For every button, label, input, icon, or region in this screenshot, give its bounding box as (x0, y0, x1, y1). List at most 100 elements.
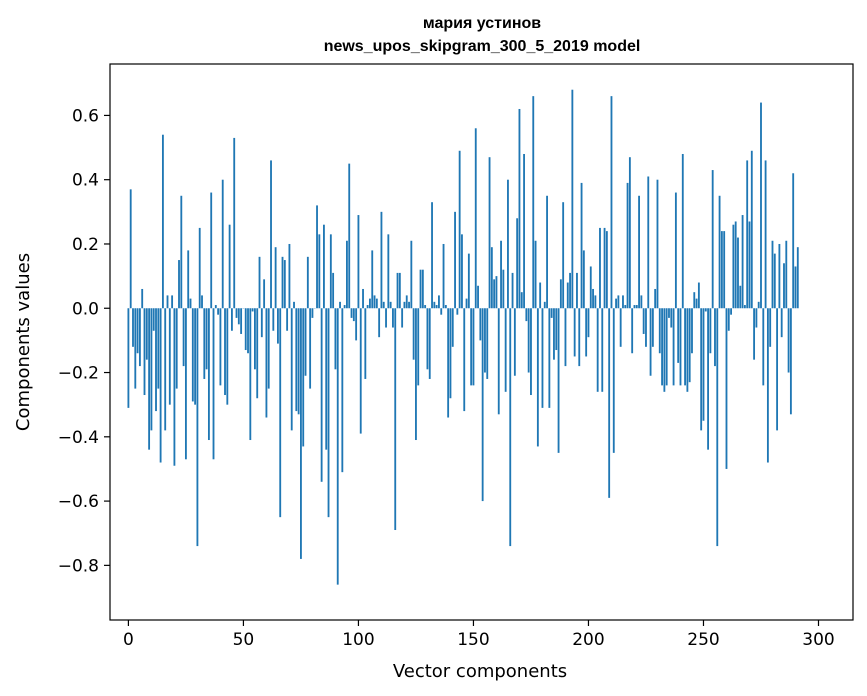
y-tick-label: −0.8 (58, 556, 99, 576)
bar-component-241 (681, 153, 684, 309)
bar-component-117 (396, 272, 399, 309)
bar-component-12 (155, 308, 157, 412)
bar-component-140 (449, 308, 452, 399)
bar-component-51 (244, 308, 247, 351)
bar-component-124 (412, 308, 415, 360)
bar-component-214 (619, 308, 622, 347)
bar-component-200 (587, 308, 590, 338)
bar-component-42 (224, 308, 226, 396)
bar-component-202 (592, 288, 594, 309)
bar-component-10 (150, 308, 153, 431)
bar-component-61 (267, 308, 270, 389)
bar-component-72 (293, 301, 295, 309)
bar-component-197 (580, 182, 583, 309)
bar-component-128 (421, 269, 424, 309)
bar-component-34 (205, 308, 208, 370)
bar-component-204 (596, 308, 599, 392)
y-tick-label: 0.0 (72, 299, 99, 319)
bar-component-75 (300, 308, 302, 559)
y-tick-label: 0.2 (72, 235, 99, 255)
bar-component-278 (766, 308, 769, 463)
bar-component-95 (346, 240, 348, 309)
bar-component-129 (424, 305, 427, 309)
bar-component-281 (773, 253, 776, 309)
bar-component-47 (235, 308, 238, 318)
bar-component-155 (484, 308, 486, 373)
bar-component-32 (201, 295, 203, 309)
y-tick-label: −0.2 (58, 364, 99, 384)
x-tick-label: 100 (342, 630, 374, 650)
bar-component-279 (769, 308, 772, 347)
bar-component-221 (635, 305, 638, 309)
bar-component-105 (369, 298, 371, 309)
bar-component-67 (281, 256, 284, 309)
bar-component-225 (645, 308, 647, 347)
bar-component-52 (247, 308, 249, 354)
x-tick-label: 0 (123, 630, 134, 650)
bar-component-8 (145, 308, 148, 360)
bar-component-74 (297, 308, 300, 415)
bar-component-149 (470, 308, 473, 386)
bar-component-134 (435, 305, 438, 309)
bar-component-144 (458, 150, 461, 309)
bar-component-103 (364, 308, 367, 379)
bar-component-64 (274, 247, 277, 309)
bar-component-245 (691, 308, 693, 354)
bar-component-150 (472, 308, 475, 386)
bar-component-191 (566, 282, 569, 309)
bar-component-282 (776, 308, 779, 431)
bar-component-261 (727, 308, 730, 331)
bar-component-201 (589, 266, 592, 309)
bar-component-211 (612, 308, 615, 453)
bar-component-187 (557, 308, 560, 453)
bar-component-265 (737, 237, 739, 309)
x-axis-ticks: 0 50 100 150 200 250 300 (123, 620, 835, 650)
bar-component-246 (693, 292, 696, 309)
bar-component-153 (479, 308, 482, 341)
bar-component-237 (672, 308, 675, 386)
bar-component-135 (438, 295, 440, 309)
bar-component-56 (256, 308, 259, 399)
bar-component-173 (525, 308, 528, 322)
x-tick-label: 50 (233, 630, 255, 650)
bar-component-264 (734, 221, 737, 309)
bar-component-274 (757, 301, 760, 309)
bar-component-166 (509, 308, 512, 547)
bar-component-143 (456, 308, 459, 315)
bar-component-243 (686, 308, 689, 392)
bar-component-113 (387, 234, 390, 309)
bar-component-148 (467, 253, 470, 309)
bar-component-80 (311, 308, 314, 318)
bar-component-23 (180, 195, 183, 309)
bar-component-87 (327, 308, 330, 518)
bar-component-262 (730, 308, 732, 315)
bar-component-66 (279, 308, 282, 518)
bar-component-276 (762, 308, 765, 386)
bar-component-219 (631, 308, 634, 354)
chart-title-line1: мария устинов (423, 15, 541, 32)
bar-component-142 (454, 211, 456, 309)
bar-component-172 (523, 153, 525, 309)
bar-component-182 (546, 195, 548, 309)
bar-component-208 (605, 231, 608, 309)
bar-component-260 (725, 308, 728, 469)
bar-component-249 (700, 308, 703, 431)
x-tick-label: 200 (572, 630, 604, 650)
bar-component-266 (739, 285, 742, 309)
bar-component-31 (198, 227, 201, 309)
bar-component-188 (559, 279, 562, 309)
bar-component-1 (129, 189, 132, 309)
bar-component-89 (332, 272, 335, 309)
bar-component-26 (187, 250, 190, 309)
bar-component-223 (640, 295, 643, 309)
y-axis-label: Components values (13, 253, 34, 431)
bar-component-133 (433, 301, 436, 309)
bar-component-180 (541, 308, 544, 408)
bar-component-163 (502, 269, 505, 309)
bar-component-5 (138, 308, 141, 367)
y-axis-ticks: −0.8 −0.6 −0.4 −0.2 0.0 0.2 0.4 0.6 (58, 106, 110, 576)
bar-component-165 (507, 179, 509, 309)
bar-component-174 (527, 308, 530, 373)
bar-component-73 (295, 308, 298, 412)
